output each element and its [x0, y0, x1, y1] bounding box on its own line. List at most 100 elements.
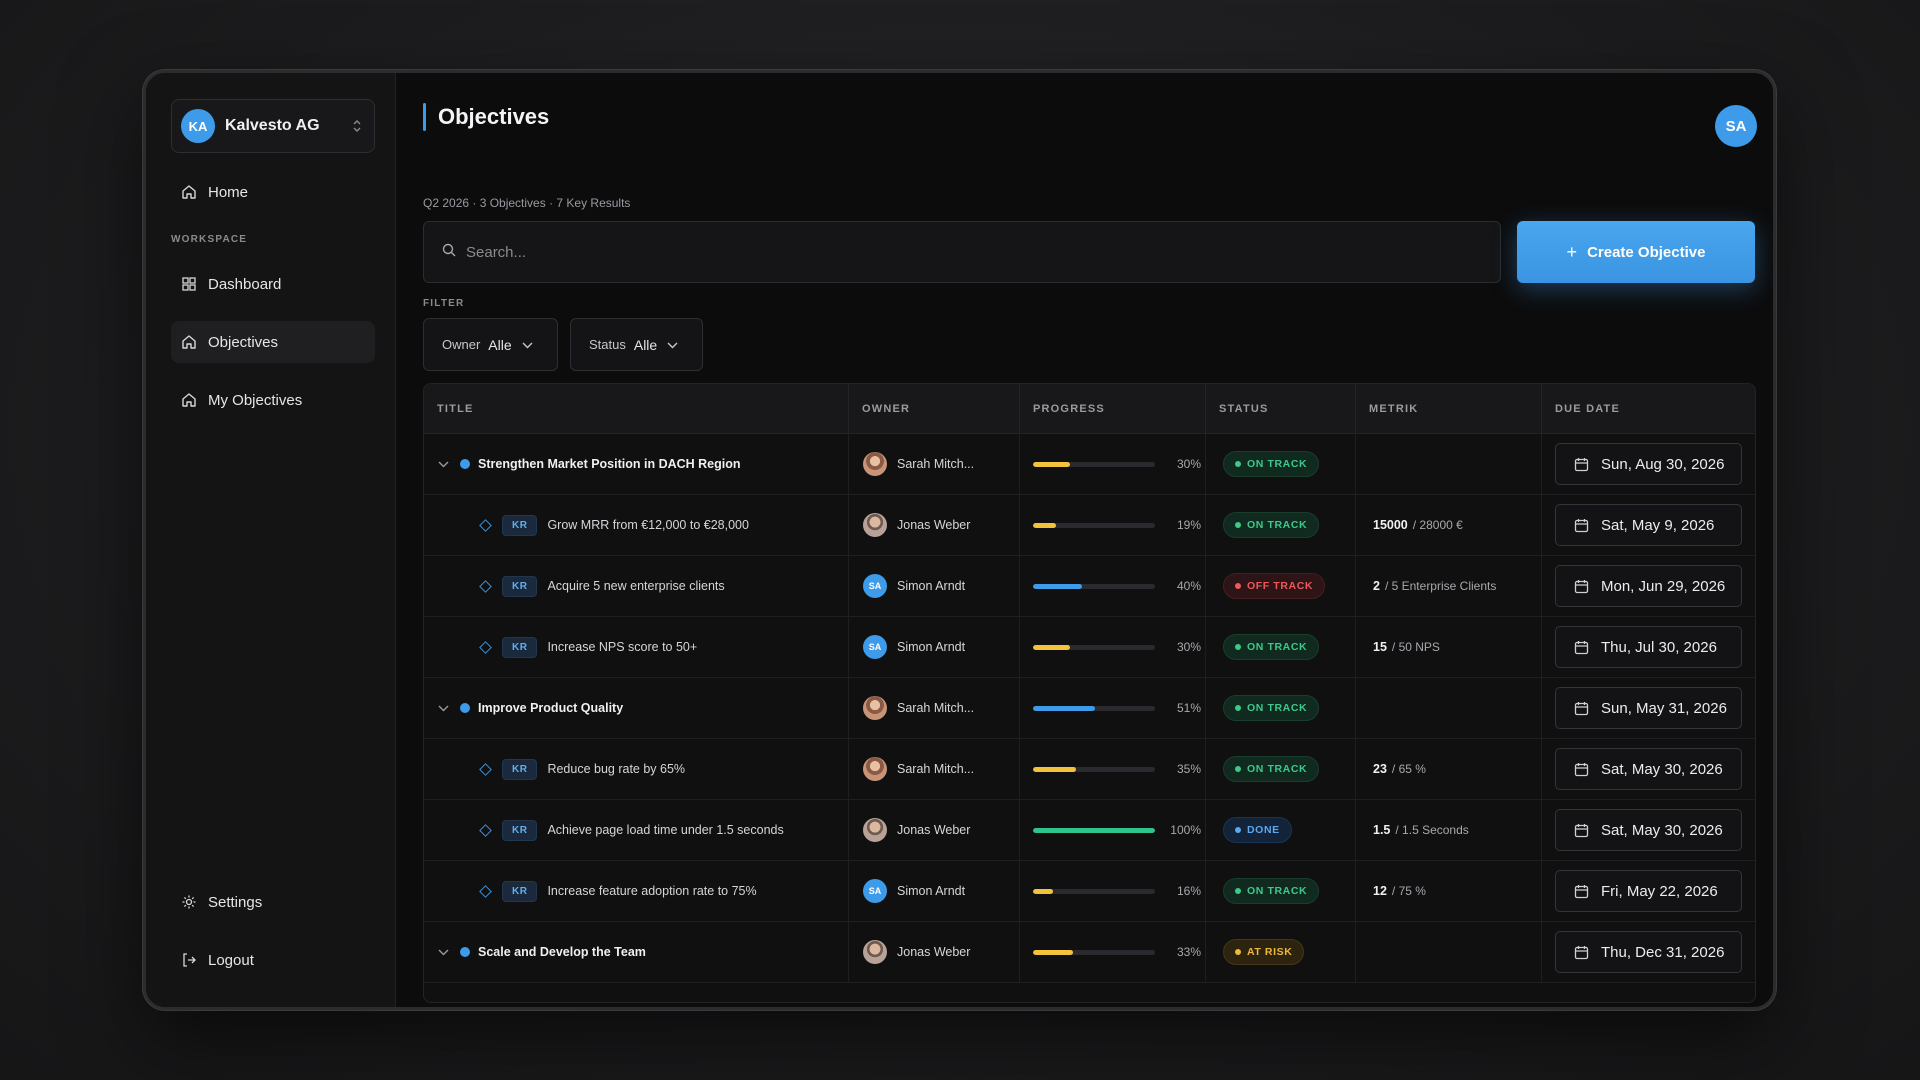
chevron-down-icon[interactable]: [438, 705, 452, 712]
objective-row[interactable]: Strengthen Market Position in DACH Regio…: [424, 434, 1755, 495]
column-header-status[interactable]: STATUS: [1206, 384, 1356, 433]
due-date-picker[interactable]: Sat, May 30, 2026: [1555, 809, 1742, 851]
settings-icon: [180, 893, 198, 911]
metric-cell: [1356, 922, 1542, 982]
diamond-icon: [479, 518, 492, 532]
key-result-title[interactable]: Achieve page load time under 1.5 seconds: [547, 823, 784, 837]
column-header-progress[interactable]: PROGRESS: [1020, 384, 1206, 433]
search-input[interactable]: [466, 243, 1366, 261]
status-label: ON TRACK: [1247, 763, 1308, 775]
progress-percent: 51%: [1176, 701, 1201, 715]
owner-filter-dropdown[interactable]: Owner Alle: [423, 318, 558, 371]
diamond-icon: [479, 884, 492, 898]
due-date-cell: Sat, May 30, 2026: [1542, 739, 1755, 799]
due-date-picker[interactable]: Mon, Jun 29, 2026: [1555, 565, 1742, 607]
due-date-picker[interactable]: Sun, May 31, 2026: [1555, 687, 1742, 729]
status-badge: ON TRACK: [1223, 634, 1320, 660]
search-bar[interactable]: [423, 221, 1501, 283]
sidebar-item-dashboard[interactable]: Dashboard: [171, 263, 375, 305]
sidebar-item-label: Dashboard: [208, 275, 282, 293]
objective-title[interactable]: Strengthen Market Position in DACH Regio…: [478, 457, 741, 471]
column-header-owner[interactable]: OWNER: [849, 384, 1020, 433]
sidebar-item-my-objectives[interactable]: My Objectives: [171, 379, 375, 421]
key-result-row[interactable]: KR Grow MRR from €12,000 to €28,000 Jonas …: [424, 495, 1755, 556]
owner-avatar: SA: [863, 879, 887, 903]
due-date-picker[interactable]: Sat, May 9, 2026: [1555, 504, 1742, 546]
key-result-row[interactable]: KR Achieve page load time under 1.5 secon…: [424, 800, 1755, 861]
sidebar-item-logout[interactable]: Logout: [171, 939, 375, 981]
sidebar-item-label: Logout: [208, 951, 254, 969]
due-date-picker[interactable]: Sun, Aug 30, 2026: [1555, 443, 1742, 485]
org-switcher[interactable]: KA Kalvesto AG: [171, 99, 375, 153]
key-result-title[interactable]: Increase feature adoption rate to 75%: [547, 884, 757, 898]
kr-badge: KR: [502, 575, 538, 597]
status-filter-dropdown[interactable]: Status Alle: [570, 318, 703, 371]
due-date-value: Sat, May 30, 2026: [1601, 821, 1723, 839]
updown-chevron-icon: [352, 118, 362, 134]
metric-cell: 15000 / 28000 €: [1356, 495, 1542, 555]
progress-bar-fill: [1033, 583, 1082, 589]
sidebar-item-objectives[interactable]: Objectives: [171, 321, 375, 363]
diamond-icon: [479, 762, 492, 776]
status-cell: ON TRACK: [1206, 495, 1356, 555]
due-date-value: Sat, May 9, 2026: [1601, 516, 1715, 534]
due-date-cell: Thu, Dec 31, 2026: [1542, 922, 1755, 982]
metric-cell: 1.5 / 1.5 Seconds: [1356, 800, 1542, 860]
objective-title[interactable]: Scale and Develop the Team: [478, 945, 646, 959]
owner-name: Jonas Weber: [897, 823, 971, 837]
calendar-icon: [1574, 518, 1589, 533]
key-result-title[interactable]: Grow MRR from €12,000 to €28,000: [547, 518, 749, 532]
kr-badge: KR: [502, 514, 538, 536]
key-result-row[interactable]: KR Increase feature adoption rate to 75% S…: [424, 861, 1755, 922]
objective-row[interactable]: Scale and Develop the Team Jonas Weber 33%…: [424, 922, 1755, 983]
sidebar-item-settings[interactable]: Settings: [171, 881, 375, 923]
due-date-picker[interactable]: Thu, Jul 30, 2026: [1555, 626, 1742, 668]
title-cell: KR Achieve page load time under 1.5 secon…: [424, 800, 849, 860]
objective-row[interactable]: Improve Product Quality Sarah Mitch... 51%…: [424, 678, 1755, 739]
objective-title[interactable]: Improve Product Quality: [478, 701, 624, 715]
key-result-row[interactable]: KR Reduce bug rate by 65% Sarah Mitch... 35…: [424, 739, 1755, 800]
due-date-picker[interactable]: Thu, Dec 31, 2026: [1555, 931, 1742, 973]
column-header-metrik[interactable]: METRIK: [1356, 384, 1542, 433]
due-date-picker[interactable]: Sat, May 30, 2026: [1555, 748, 1742, 790]
chevron-down-icon[interactable]: [438, 949, 452, 956]
logout-icon: [180, 951, 198, 969]
owner-name: Simon Arndt: [897, 640, 966, 654]
key-result-row[interactable]: KR Acquire 5 new enterprise clients SA Simo…: [424, 556, 1755, 617]
diamond-icon: [479, 640, 492, 654]
key-result-title[interactable]: Reduce bug rate by 65%: [547, 762, 686, 776]
user-avatar[interactable]: SA: [1715, 105, 1757, 147]
page-header: Objectives: [423, 103, 549, 131]
kr-badge: KR: [502, 636, 538, 658]
key-result-title[interactable]: Increase NPS score to 50+: [547, 640, 698, 654]
progress-cell: 51%: [1020, 678, 1206, 738]
column-header-title[interactable]: TITLE: [424, 384, 849, 433]
kr-badge: KR: [502, 758, 538, 780]
due-date-picker[interactable]: Fri, May 22, 2026: [1555, 870, 1742, 912]
key-result-title[interactable]: Acquire 5 new enterprise clients: [547, 579, 725, 593]
progress-cell: 30%: [1020, 434, 1206, 494]
due-date-cell: Sat, May 30, 2026: [1542, 800, 1755, 860]
dashboard-icon: [180, 275, 198, 293]
create-objective-button[interactable]: + Create Objective: [1517, 221, 1755, 283]
status-badge: ON TRACK: [1223, 512, 1320, 538]
objectives-table: TITLE OWNER PROGRESS STATUS METRIK DUE D…: [423, 383, 1756, 1003]
sidebar-item-home[interactable]: Home: [171, 171, 375, 213]
progress-bar: [1033, 583, 1155, 589]
status-label: OFF TRACK: [1247, 580, 1314, 592]
column-header-due-date[interactable]: DUE DATE: [1555, 402, 1621, 415]
owner-avatar: SA: [863, 635, 887, 659]
owner-cell: SA Simon Arndt: [849, 556, 1020, 616]
chevron-down-icon[interactable]: [438, 461, 452, 468]
status-label: ON TRACK: [1247, 458, 1308, 470]
key-result-row[interactable]: KR Increase NPS score to 50+ SA Simon Arndt…: [424, 617, 1755, 678]
sidebar-item-label: Home: [208, 183, 249, 201]
due-date-value: Fri, May 22, 2026: [1601, 882, 1718, 900]
objective-dot: [460, 459, 470, 469]
chevron-down-icon: [667, 337, 678, 352]
title-cell: KR Increase NPS score to 50+: [424, 617, 849, 677]
due-date-cell: Sun, Aug 30, 2026: [1542, 434, 1755, 494]
progress-percent: 40%: [1176, 579, 1201, 593]
due-date-value: Mon, Jun 29, 2026: [1601, 577, 1726, 595]
calendar-icon: [1574, 701, 1589, 716]
